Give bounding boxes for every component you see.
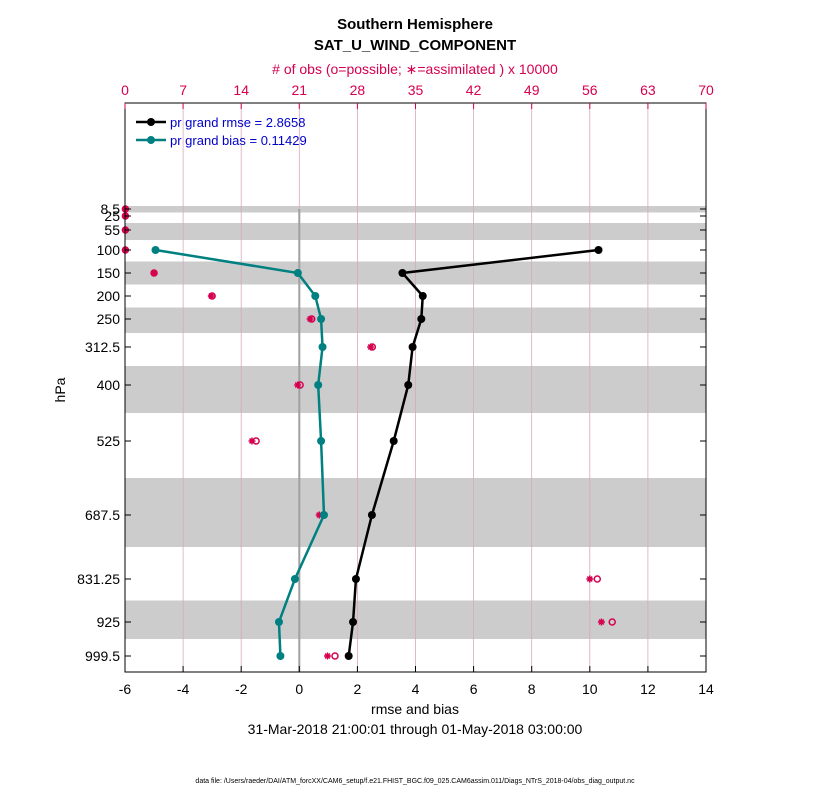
x-tick-label: 2 <box>354 681 362 697</box>
obs-possible-marker <box>608 618 616 626</box>
y-tick-label: 150 <box>97 265 121 281</box>
top-tick-label: 21 <box>292 82 308 98</box>
bias-point <box>274 618 283 626</box>
x-tick-label: 12 <box>640 681 656 697</box>
chart-title: Southern Hemisphere <box>337 16 493 33</box>
top-tick-label: 49 <box>524 82 540 98</box>
bias-point <box>311 292 320 300</box>
top-tick-label: 0 <box>121 82 129 98</box>
rmse-point <box>418 292 427 300</box>
obs-assimilated-marker <box>324 652 332 660</box>
legend-bias-label: pr grand bias = 0.11429 <box>170 133 307 148</box>
bias-point <box>151 246 160 254</box>
obs-assimilated-marker <box>586 575 594 583</box>
obs-assimilated-marker <box>367 343 375 351</box>
y-axis-label: hPa <box>52 377 68 402</box>
obs-assimilated-marker <box>150 269 158 277</box>
bias-point <box>319 511 328 519</box>
rmse-point <box>398 269 407 277</box>
y-tick-label: 400 <box>97 377 121 393</box>
y-tick-label: 25 <box>104 208 120 224</box>
y-tick-label: 250 <box>97 311 121 327</box>
legend-rmse-label: pr grand rmse = 2.8658 <box>170 115 306 130</box>
x-tick-label: -2 <box>235 681 248 697</box>
legend-rmse-marker <box>147 118 155 126</box>
y-tick-label: 687.5 <box>85 507 120 523</box>
obs-assimilated-marker <box>294 381 302 389</box>
y-tick-label: 999.5 <box>85 648 120 664</box>
x-tick-label: 14 <box>698 681 714 697</box>
obs-assimilated-marker <box>207 292 215 300</box>
bias-point <box>317 315 326 323</box>
y-tick-label: 312.5 <box>85 339 120 355</box>
rmse-point <box>367 511 376 519</box>
top-tick-label: 56 <box>582 82 598 98</box>
top-axis-label: # of obs (o=possible; ∗=assimilated ) x … <box>272 61 558 77</box>
x-tick-label: 6 <box>470 681 478 697</box>
bias-point <box>314 381 323 389</box>
obs-assimilated-marker <box>306 315 314 323</box>
y-tick-label: 925 <box>97 614 121 630</box>
rmse-point <box>408 343 417 351</box>
chart-subtitle: SAT_U_WIND_COMPONENT <box>314 37 516 54</box>
bias-point <box>276 652 285 660</box>
y-tick-label: 525 <box>97 433 121 449</box>
legend: pr grand rmse = 2.8658 pr grand bias = 0.… <box>136 115 307 148</box>
obs-assimilated-marker <box>597 618 605 626</box>
date-range-label: 31-Mar-2018 21:00:01 through 01-May-2018… <box>248 721 583 737</box>
top-tick-label: 35 <box>408 82 424 98</box>
x-tick-label: 10 <box>582 681 598 697</box>
y-tick-label: 200 <box>97 288 121 304</box>
x-axis-label: rmse and bias <box>371 701 459 717</box>
rmse-point <box>344 652 353 660</box>
axis-ticks: -6 -4 -2 0 2 4 6 8 10 12 14 0 7 14 21 28 35 42 49 56 63 70 8.5… <box>77 82 714 697</box>
bias-point <box>317 437 326 445</box>
obs-assimilated-marker <box>248 437 256 445</box>
x-tick-label: 8 <box>528 681 536 697</box>
footer-file-path: data file: /Users/raeder/DAI/ATM_forcXX/… <box>195 778 635 785</box>
top-tick-label: 70 <box>698 82 714 98</box>
top-tick-label: 63 <box>640 82 656 98</box>
obs-possible-marker <box>331 652 339 660</box>
top-tick-label: 14 <box>233 82 249 98</box>
y-tick-label: 831.25 <box>77 571 120 587</box>
x-tick-label: -6 <box>119 681 132 697</box>
rmse-point <box>404 381 413 389</box>
bias-point <box>293 269 302 277</box>
top-tick-label: 28 <box>350 82 366 98</box>
bias-point <box>318 343 327 351</box>
obs-possible-marker <box>593 575 602 583</box>
x-tick-label: -4 <box>177 681 190 697</box>
obs-assimilated-marker <box>315 511 323 519</box>
top-tick-label: 42 <box>466 82 482 98</box>
rmse-point <box>417 315 426 323</box>
rmse-point <box>389 437 398 445</box>
x-tick-label: 0 <box>295 681 303 697</box>
rmse-point <box>351 575 360 583</box>
y-tick-label: 100 <box>97 242 121 258</box>
y-tick-label: 8.5 <box>101 201 121 217</box>
legend-bias-marker <box>147 136 155 144</box>
bias-point <box>290 575 299 583</box>
y-tick-label: 55 <box>104 222 120 238</box>
top-tick-label: 7 <box>179 82 187 98</box>
series-lines <box>151 246 603 660</box>
rmse-point <box>349 618 358 626</box>
x-tick-label: 4 <box>412 681 420 697</box>
rmse-point <box>594 246 603 254</box>
